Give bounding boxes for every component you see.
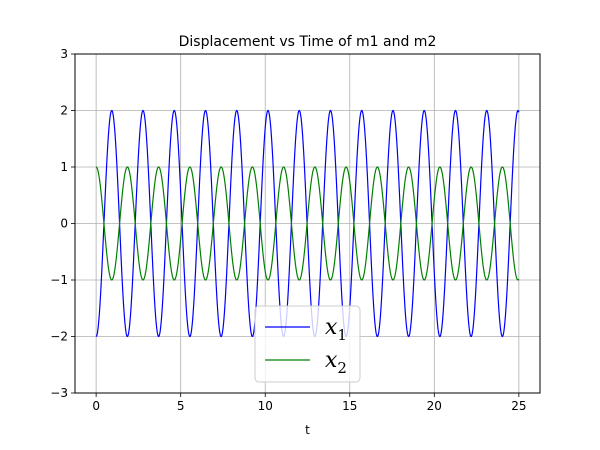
legend-label-x2-main: x [325,348,338,373]
x-tick-label: 0 [92,399,100,413]
series-lines [95,109,520,338]
legend: x1 x2 [254,305,361,383]
legend-label-x2-sub: 2 [337,359,347,377]
x-tick-label: 10 [258,399,273,413]
y-tick-label: −2 [50,330,68,344]
legend-box [254,305,361,383]
y-tick-label: 2 [60,104,68,118]
x-tick-label: 5 [177,399,185,413]
y-tick-label: 3 [60,47,68,61]
legend-label-x1-main: x [325,315,338,340]
legend-label-x1: x1 [325,315,347,344]
x-tick-label: 15 [342,399,357,413]
legend-label-x2: x2 [325,348,347,377]
legend-label-x1-sub: 1 [337,326,347,344]
x-tick-label: 20 [427,399,442,413]
y-tick-label: 1 [60,160,68,174]
y-tick-label: −3 [50,386,68,400]
y-tick-label: −1 [50,273,68,287]
chart-title: Displacement vs Time of m1 and m2 [179,34,437,50]
y-tick-label: 0 [60,217,68,231]
x-tick-label: 25 [511,399,526,413]
axis-ticks: 0 5 10 15 20 25 −3 −2 −1 0 1 2 3 [50,47,526,413]
x-axis-label: t [305,423,310,437]
series-line-x2 [95,166,520,281]
